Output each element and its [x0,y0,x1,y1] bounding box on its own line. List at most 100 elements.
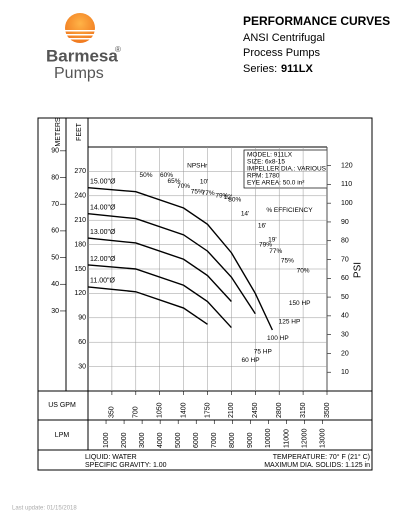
annotation: 75% [191,188,204,195]
curve-label: 15.00"Ø [90,179,116,186]
x2-tick-label: 4000 [157,432,164,448]
y-tick-label: 30 [78,363,86,370]
annotation: 80% [228,197,241,204]
annotation: 60 HP [241,357,259,364]
x2-tick-label: 11000 [283,429,290,448]
y2-tick-label: 90 [51,148,59,155]
x-tick-label: 1400 [180,402,187,418]
annotation: 19' [268,236,276,243]
y3-tick-label: 100 [341,200,353,207]
curve-label: 14.00"Ø [90,205,116,212]
model-info: MODEL: 911LX [247,152,293,159]
y3-tick-label: 10 [341,369,349,376]
annotation: 75% [281,258,294,265]
annotation: NPSHr [187,162,208,169]
brand-sub: Pumps [54,65,104,82]
y-tick-label: 150 [74,266,86,273]
x2-tick-label: 8000 [229,432,236,448]
model-info: IMPELLER DIA.: VARIOUS [247,166,327,173]
x-tick-label: 350 [109,406,116,418]
impeller-curve [87,237,232,303]
x-tick-label: 2100 [228,402,235,418]
x-tick-label: 3150 [300,402,307,418]
annotation: 60% [160,172,173,179]
x-axis-title: US GPM [48,402,76,409]
x2-tick-label: 12000 [301,428,308,448]
series: 911LX [281,63,313,75]
annotation: 14' [241,210,249,217]
y2-tick-label: 60 [51,228,59,235]
annotation: 12' [224,194,232,201]
impeller-curve [87,186,274,331]
logo-line [64,30,96,32]
x2-tick-label: 10000 [265,428,272,448]
y2-axis-title: METERS [55,117,62,147]
y3-tick-label: 50 [341,294,349,301]
annotation: 77% [202,190,215,197]
model-info: SIZE: 6x8-15 [247,159,285,166]
annotation: 150 HP [289,300,311,307]
y2-tick-label: 40 [51,281,59,288]
x2-tick-label: 13000 [319,428,326,448]
model-info: RPM: 1780 [247,173,280,180]
logo-line [64,34,96,36]
y3-tick-label: 120 [341,162,353,169]
y-axis-title: FEET [76,122,83,141]
y3-tick-label: 30 [341,331,349,338]
annotation: 70% [297,267,310,274]
x2-tick-label: 1000 [103,432,110,448]
annotation: 70% [177,183,190,190]
curve-label: 13.00"Ø [90,229,116,236]
logo-line [64,38,96,40]
y2-tick-label: 50 [51,254,59,261]
y-tick-label: 210 [74,217,86,224]
x2-tick-label: 9000 [247,432,254,448]
x2-axis-title: LPM [55,432,70,439]
x-tick-label: 1050 [157,402,164,418]
y-tick-label: 90 [78,315,86,322]
footer-text: SPECIFIC GRAVITY: 1.00 [85,462,167,469]
x2-tick-label: 7000 [211,432,218,448]
x2-tick-label: 3000 [139,432,146,448]
annotation: 10' [200,179,208,186]
x2-tick-label: 6000 [193,432,200,448]
y-tick-label: 240 [74,193,86,200]
annotation: 79% [259,241,272,248]
subtitle: Process Pumps [243,47,321,59]
annotation: 65% [168,178,181,185]
annotation: % EFFICIENCY [266,207,313,214]
annotation: 50% [140,172,153,179]
y3-tick-label: 40 [341,313,349,320]
title: PERFORMANCE CURVES [243,14,390,28]
x-tick-label: 2800 [276,402,283,418]
series-label: Series: [243,63,277,75]
model-info: EYE AREA: 50.0 in² [247,180,305,187]
y3-tick-label: 60 [341,275,349,282]
curve-label: 11.00"Ø [90,278,115,285]
x-tick-label: 1750 [204,402,211,418]
y3-tick-label: 70 [341,256,349,263]
y2-tick-label: 70 [51,201,59,208]
annotation: 16' [258,223,266,230]
footer-text: TEMPERATURE: 70° F (21° C) [273,453,370,461]
impeller-curve [87,264,232,329]
footer-text: LIQUID: WATER [85,454,137,461]
y2-tick-label: 30 [51,308,59,315]
annotation: 125 HP [279,319,301,326]
last-update: Last update: 01/15/2018 [12,506,77,512]
registered: ® [115,45,121,54]
frame [37,117,373,471]
annotation: 100 HP [267,335,289,342]
y-tick-label: 270 [74,168,86,175]
brand: Barmesa [46,46,118,65]
y3-tick-label: 110 [341,181,352,188]
y-tick-label: 120 [74,290,86,297]
curve-label: 12.00"Ø [90,256,116,263]
x-tick-label: 3500 [324,402,331,418]
subtitle: ANSI Centrifugal [243,32,325,44]
x-tick-label: 700 [133,406,140,418]
y2-tick-label: 80 [51,174,59,181]
y-tick-label: 180 [74,241,86,248]
impeller-curve [87,212,256,315]
